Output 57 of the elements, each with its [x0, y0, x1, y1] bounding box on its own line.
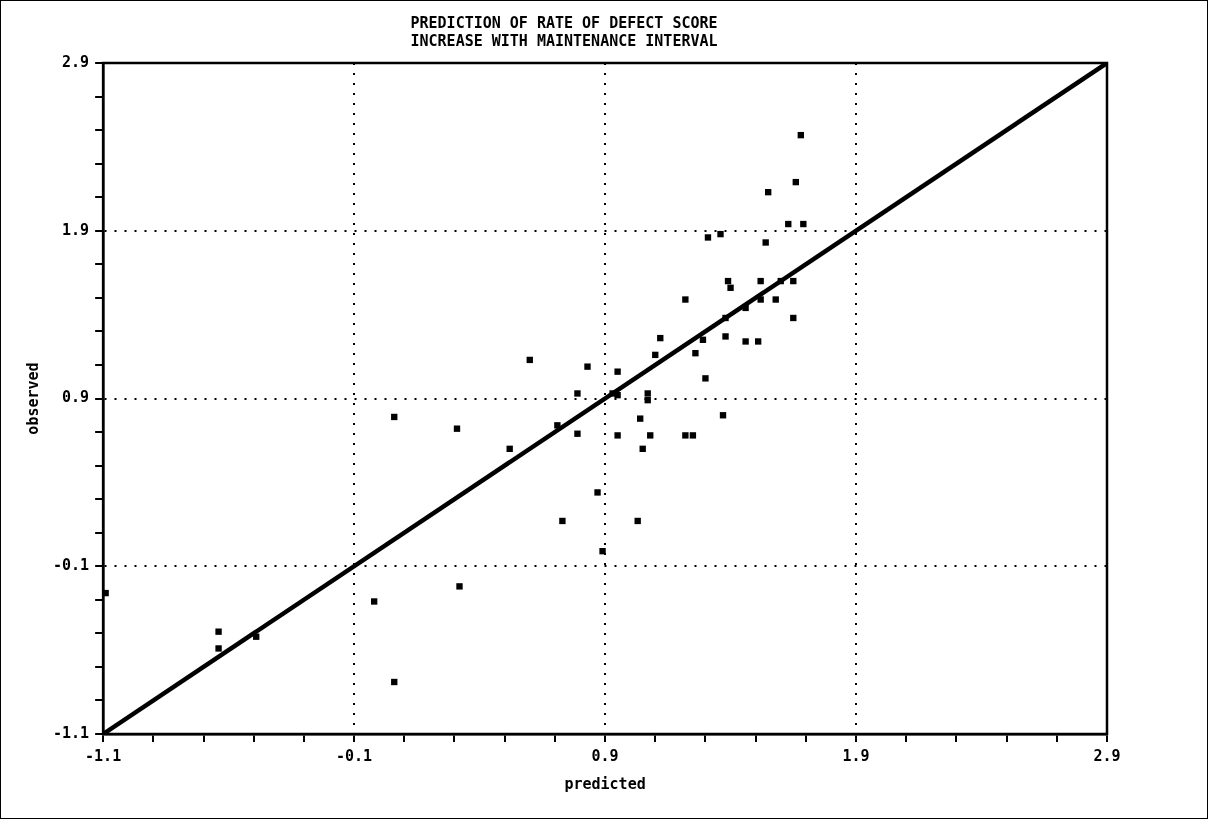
y-tick-label: 2.9	[62, 52, 90, 71]
point	[742, 304, 749, 312]
point	[559, 517, 566, 525]
y-tick-label: 1.9	[62, 220, 90, 239]
point	[614, 432, 621, 439]
point	[692, 350, 699, 357]
point	[644, 390, 651, 397]
point	[757, 296, 764, 303]
point	[614, 368, 621, 375]
point	[682, 432, 689, 439]
y-tick-label: 0.9	[62, 388, 90, 407]
point	[614, 391, 621, 399]
x-tick-label: -1.1	[85, 746, 122, 765]
point	[742, 338, 749, 345]
point	[792, 178, 799, 186]
point	[599, 547, 606, 555]
point	[727, 284, 734, 291]
point	[594, 489, 601, 496]
point	[584, 363, 591, 370]
point	[754, 338, 762, 345]
point	[574, 430, 581, 437]
point	[762, 239, 769, 246]
x-tick-label: 0.9	[591, 746, 619, 765]
point	[644, 397, 651, 404]
point	[722, 314, 729, 322]
x-axis-title: predicted	[564, 774, 646, 793]
x-tick-label: 1.9	[842, 746, 870, 765]
point	[757, 277, 764, 285]
point	[215, 628, 222, 635]
point	[765, 188, 772, 196]
point	[704, 234, 712, 241]
point	[689, 432, 697, 439]
chart-title: PREDICTION OF RATE OF DEFECT SCORE INCREASE WITH MAINTENANCE INTERVAL	[410, 13, 718, 50]
point	[391, 413, 398, 421]
y-tick-label: -1.1	[53, 723, 90, 742]
point	[699, 336, 707, 343]
point	[634, 517, 641, 525]
point	[215, 645, 222, 652]
point	[682, 296, 689, 303]
x-tick-label: -0.1	[336, 746, 373, 765]
point	[722, 333, 729, 340]
point	[647, 432, 654, 439]
point	[800, 220, 807, 228]
y-tick-label: -0.1	[53, 556, 90, 575]
point	[456, 583, 463, 590]
x-tick-label: 2.9	[1093, 746, 1121, 765]
point	[702, 375, 709, 382]
y-axis-title: observed	[23, 362, 42, 435]
point	[797, 131, 804, 139]
point	[554, 422, 561, 429]
point	[391, 678, 398, 686]
point	[526, 356, 533, 364]
point	[637, 415, 644, 422]
point	[574, 390, 581, 397]
point	[772, 296, 779, 303]
point	[370, 598, 378, 605]
point	[717, 230, 724, 238]
